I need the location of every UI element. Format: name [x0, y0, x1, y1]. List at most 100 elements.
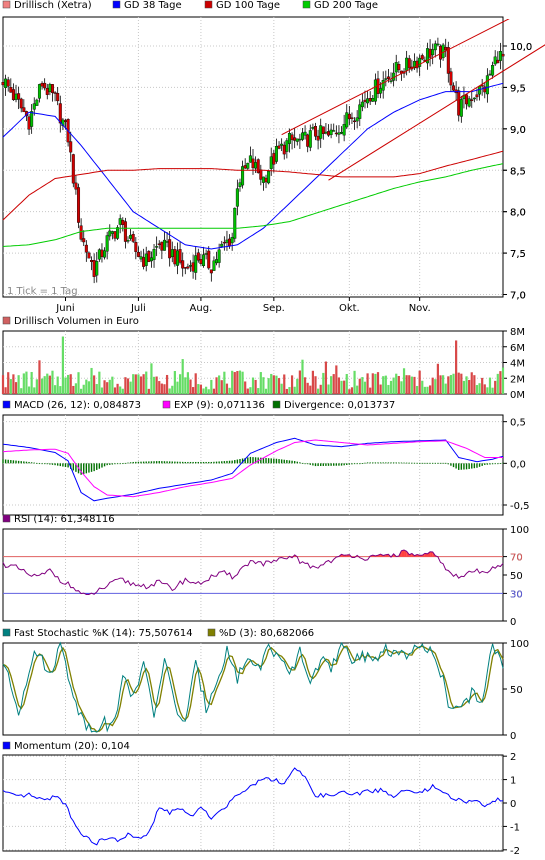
- candle-body-up: [163, 240, 166, 250]
- volume-bar: [353, 371, 355, 394]
- candle-body-down: [46, 88, 49, 94]
- volume-bar: [38, 360, 40, 394]
- divergence-bar: [455, 463, 456, 468]
- y-tick-label-macd: 0,0: [510, 459, 526, 470]
- volume-bar: [439, 375, 441, 394]
- volume-bar: [83, 385, 85, 394]
- divergence-bar: [190, 462, 191, 463]
- volume-bar: [447, 376, 449, 394]
- divergence-bar: [239, 459, 240, 463]
- volume-bar: [33, 387, 35, 394]
- candle-body-down: [10, 87, 13, 92]
- candle-body-down: [179, 249, 182, 262]
- volume-bar: [244, 381, 246, 394]
- y-tick-label-stochastic: 0: [510, 731, 516, 742]
- x-tick-label-month: Juni: [55, 303, 74, 314]
- volume-bar: [96, 384, 98, 394]
- legend-label-momentum: Momentum (20): 0,104: [14, 741, 130, 752]
- candle-body-down: [306, 135, 309, 147]
- divergence-bar: [169, 461, 170, 463]
- x-tick-label-month: Sep.: [263, 303, 285, 314]
- divergence-bar: [424, 463, 425, 464]
- divergence-bar: [117, 463, 118, 464]
- candle-body-down: [88, 253, 91, 258]
- candle-body-down: [408, 59, 411, 69]
- divergence-bar: [44, 463, 45, 464]
- divergence-bar: [466, 463, 467, 469]
- divergence-bar: [67, 463, 68, 467]
- volume-bar: [36, 379, 38, 394]
- volume-bar: [197, 384, 199, 394]
- divergence-bar: [216, 462, 217, 464]
- divergence-bar: [5, 459, 6, 463]
- candle-body-down: [496, 60, 499, 63]
- candle-body-up: [499, 51, 502, 60]
- candle-body-down: [210, 270, 213, 273]
- volume-bar: [231, 371, 233, 394]
- stochastic-d-line: [3, 646, 503, 732]
- divergence-bar: [463, 463, 464, 469]
- volume-bar: [278, 378, 280, 394]
- divergence-bar: [49, 463, 50, 464]
- volume-bar: [380, 385, 382, 394]
- candle-body-up: [494, 57, 497, 64]
- volume-bar: [288, 387, 290, 394]
- volume-bar: [150, 363, 152, 394]
- volume-bar: [213, 389, 215, 394]
- volume-bar: [434, 379, 436, 394]
- divergence-bar: [179, 462, 180, 464]
- volume-bar: [460, 374, 462, 394]
- divergence-bar: [226, 461, 227, 463]
- divergence-bar: [312, 463, 313, 465]
- y-tick-label-momentum: 0: [510, 799, 516, 810]
- divergence-bar: [205, 462, 206, 463]
- volume-bar: [497, 374, 499, 394]
- panel-frame-rsi: [3, 529, 503, 621]
- divergence-bar: [354, 463, 355, 464]
- divergence-bar: [172, 462, 173, 464]
- divergence-bar: [336, 463, 337, 465]
- volume-bar: [20, 388, 22, 394]
- candle-body-up: [103, 251, 106, 257]
- divergence-bar: [377, 462, 378, 463]
- candle-body-down: [69, 142, 72, 153]
- volume-bar: [491, 388, 493, 394]
- volume-bar: [145, 372, 147, 394]
- divergence-bar: [481, 463, 482, 466]
- candle-body-down: [260, 170, 263, 180]
- volume-bar: [416, 386, 418, 394]
- divergence-bar: [302, 463, 303, 464]
- candle-body-down: [273, 153, 276, 164]
- volume-bar: [372, 373, 374, 394]
- divergence-bar: [159, 461, 160, 463]
- volume-bar: [210, 380, 212, 394]
- candle-body-up: [215, 259, 218, 262]
- y-tick-label-rsi: 0: [510, 617, 516, 628]
- legend-label-rsi: RSI (14): 61,348116: [14, 514, 115, 525]
- volume-bar: [265, 389, 267, 394]
- volume-bar: [390, 381, 392, 394]
- volume-bar: [116, 384, 118, 394]
- rsi-overbought-fill: [430, 552, 433, 557]
- candle-body-down: [450, 72, 453, 85]
- divergence-bar: [281, 459, 282, 463]
- legend-label-price: GD 200 Tage: [314, 0, 378, 11]
- candle-body-up: [36, 100, 39, 106]
- y-tick-label-rsi: 100: [510, 525, 529, 536]
- volume-bar: [312, 371, 314, 394]
- volume-bar: [489, 378, 491, 394]
- candle-body-up: [254, 162, 257, 168]
- volume-bar: [273, 375, 275, 394]
- divergence-bar: [153, 461, 154, 463]
- divergence-bar: [364, 463, 365, 464]
- candle-body-down: [444, 47, 447, 50]
- divergence-bar: [177, 462, 178, 464]
- candle-body-down: [158, 244, 161, 245]
- candle-body-down: [23, 108, 26, 112]
- candle-body-up: [356, 118, 359, 121]
- candle-body-up: [246, 163, 249, 168]
- divergence-bar: [343, 463, 344, 465]
- x-tick-label-month: Nov.: [409, 303, 431, 314]
- volume-bar: [468, 380, 470, 394]
